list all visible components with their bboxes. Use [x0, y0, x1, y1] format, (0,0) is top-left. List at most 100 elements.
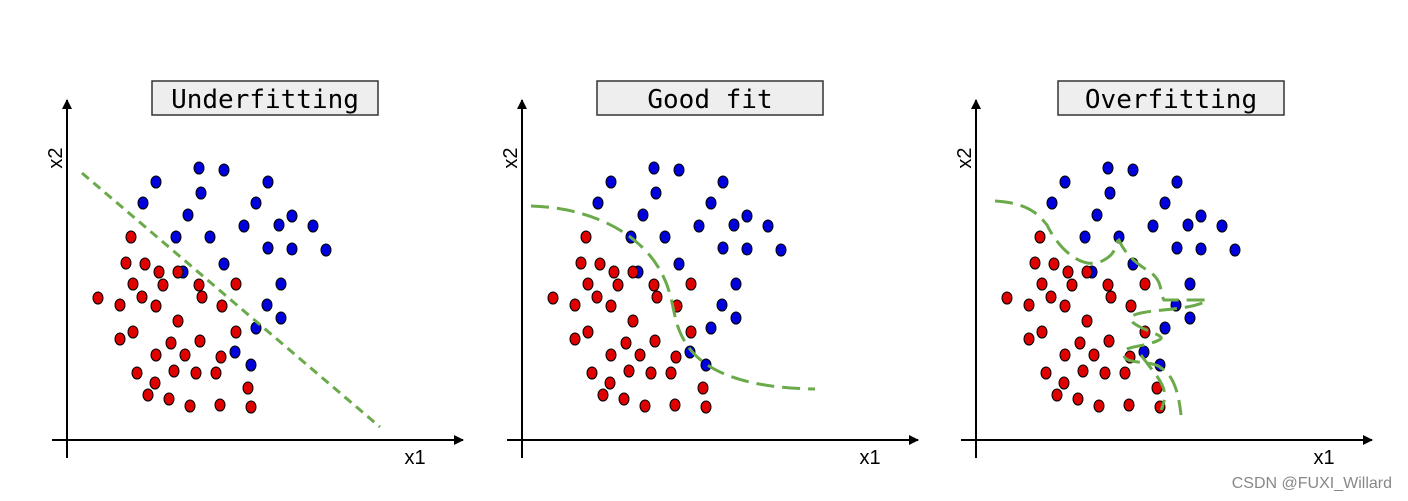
panel: Underfitting x1 x2 — [45, 80, 464, 469]
y-axis-label: x2 — [45, 147, 67, 168]
red-point — [165, 336, 177, 350]
blue-point — [150, 175, 162, 189]
blue-point — [195, 186, 207, 200]
red-point — [1062, 265, 1074, 279]
red-point — [172, 265, 184, 279]
blue-point — [1104, 186, 1116, 200]
red-point — [700, 400, 712, 414]
red-point — [627, 265, 639, 279]
red-point — [172, 314, 184, 328]
blue-point — [218, 163, 230, 177]
blue-point — [286, 242, 298, 256]
blue-point — [137, 196, 149, 210]
x-axis-label: x1 — [1313, 447, 1334, 469]
blue-point — [700, 358, 712, 372]
red-point — [215, 350, 227, 364]
blue-point — [1182, 218, 1194, 232]
red-point — [685, 325, 697, 339]
blue-point — [775, 243, 787, 257]
red-point — [594, 257, 606, 271]
red-point — [1139, 277, 1151, 291]
blue-point — [320, 243, 332, 257]
red-point — [649, 334, 661, 348]
blue-point — [1091, 208, 1103, 222]
red-point — [230, 277, 242, 291]
red-point — [168, 364, 180, 378]
blue-point — [762, 219, 774, 233]
red-point — [627, 314, 639, 328]
blue-point — [648, 161, 660, 175]
red-point — [608, 265, 620, 279]
red-point — [1036, 325, 1048, 339]
red-point — [114, 332, 126, 346]
red-point — [1074, 336, 1086, 350]
red-point — [214, 398, 226, 412]
blue-point — [728, 218, 740, 232]
red-point — [1072, 392, 1084, 406]
red-point — [1034, 230, 1046, 244]
blue-point — [238, 219, 250, 233]
red-point — [685, 277, 697, 291]
red-point — [697, 381, 709, 395]
y-axis-label: x2 — [500, 147, 522, 168]
red-point — [582, 277, 594, 291]
blue-point — [229, 345, 241, 359]
red-point — [1051, 388, 1063, 402]
blue-point — [1127, 163, 1139, 177]
red-point — [645, 366, 657, 380]
red-point — [1099, 366, 1111, 380]
decision-boundary — [530, 204, 816, 391]
red-point — [1123, 398, 1135, 412]
blue-point — [275, 277, 287, 291]
red-point — [92, 291, 104, 305]
red-point — [179, 348, 191, 362]
red-point — [1045, 290, 1057, 304]
red-point — [230, 325, 242, 339]
blue-point — [170, 230, 182, 244]
red-point — [193, 278, 205, 292]
red-point — [1058, 376, 1070, 390]
red-point — [194, 334, 206, 348]
title-box — [596, 80, 824, 116]
red-point — [605, 299, 617, 313]
blue-point — [1184, 311, 1196, 325]
blue-point — [605, 175, 617, 189]
blue-point — [1195, 242, 1207, 256]
red-point — [618, 392, 630, 406]
red-point — [651, 290, 663, 304]
red-point — [1036, 277, 1048, 291]
red-point — [575, 256, 587, 270]
panel-title: Overfitting — [1085, 85, 1257, 115]
blue-point — [730, 311, 742, 325]
blue-point — [705, 321, 717, 335]
red-point — [1103, 334, 1115, 348]
red-point — [669, 398, 681, 412]
red-point — [190, 366, 202, 380]
blue-point — [717, 241, 729, 255]
red-point — [125, 230, 137, 244]
blue-point — [741, 209, 753, 223]
blue-point — [730, 277, 742, 291]
red-point — [1048, 257, 1060, 271]
red-point — [1105, 290, 1117, 304]
red-point — [604, 376, 616, 390]
red-point — [242, 381, 254, 395]
red-point — [1040, 366, 1052, 380]
red-point — [620, 336, 632, 350]
blue-point — [1229, 243, 1241, 257]
blue-point — [650, 186, 662, 200]
panel: Good fit x1 x2 — [500, 80, 919, 469]
decision-boundary — [994, 199, 1211, 416]
panel-title: Underfitting — [171, 85, 359, 115]
red-point — [120, 256, 132, 270]
red-point — [184, 399, 196, 413]
blue-point — [705, 196, 717, 210]
y-axis-label: x2 — [954, 147, 976, 168]
panel: Overfitting x1 x2 — [954, 80, 1373, 469]
red-point — [210, 366, 222, 380]
red-point — [648, 278, 660, 292]
red-point — [1081, 314, 1093, 328]
red-point — [149, 376, 161, 390]
blue-point — [245, 358, 257, 372]
